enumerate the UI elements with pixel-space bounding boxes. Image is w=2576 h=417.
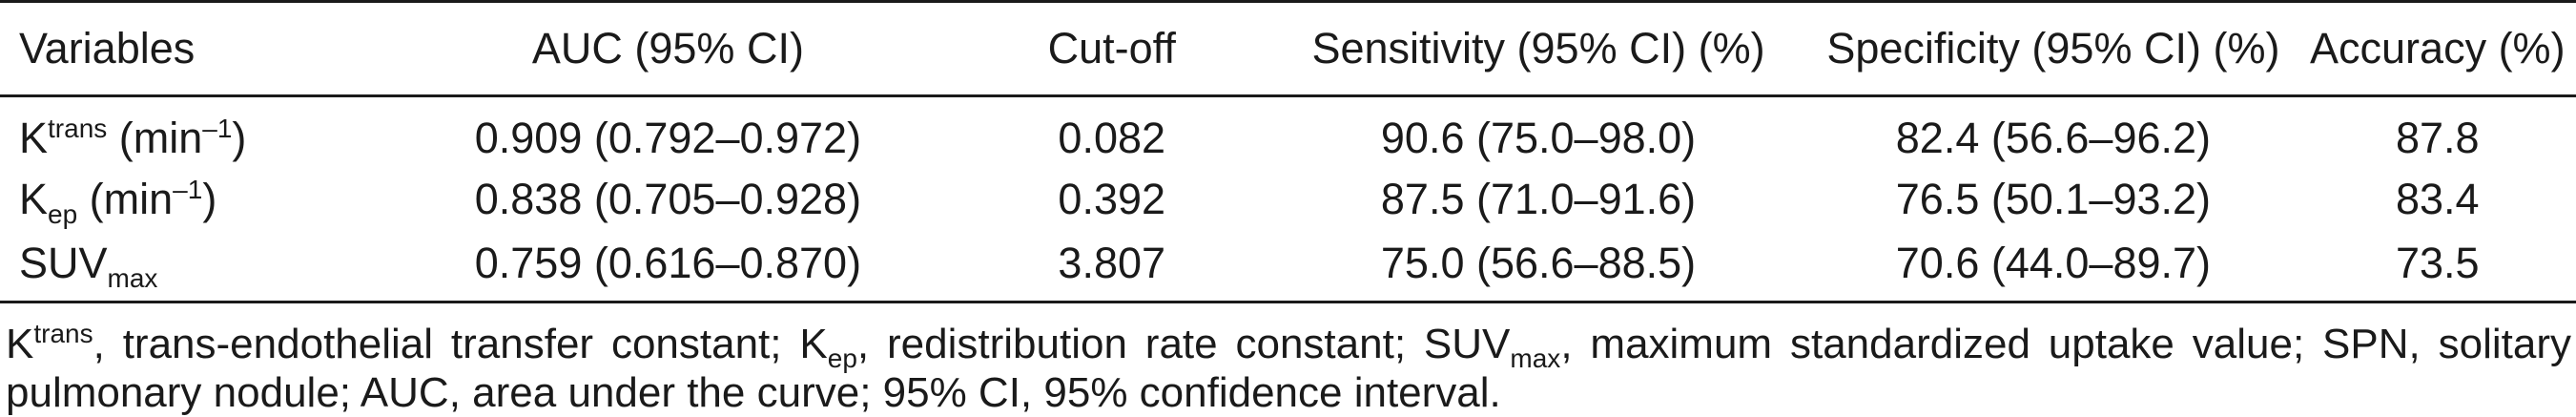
cell-specificity: 70.6 (44.0–89.7) [1807,233,2299,303]
footnote-kep-base: K [799,321,828,367]
header-auc: AUC (95% CI) [381,0,955,97]
cell-cutoff: 3.807 [954,233,1269,303]
cell-cutoff: 0.082 [1058,113,1166,162]
variable-superscript: trans [48,113,108,143]
variable-base: SUV [19,239,108,287]
variable-base: K [19,113,49,162]
table-row: Ktrans (min–1) 0.909 (0.792–0.972) 0.082… [0,96,2576,165]
footnote-suv-base: SUV [1423,321,1511,367]
cell-sensitivity: 75.0 (56.6–88.5) [1268,233,1808,303]
footnote-ktrans-text: , trans-endothelial transfer constant; [93,321,800,367]
header-accuracy: Accuracy (%) [2298,0,2576,97]
footnote-ktrans-sup: trans [33,319,93,348]
cell-auc: 0.909 (0.792–0.972) [474,113,862,162]
cell-auc: 0.759 (0.616–0.870) [381,233,955,303]
footnote-ktrans-base: K [6,321,34,367]
cell-accuracy: 83.4 [2396,174,2480,223]
variable-subscript: ep [48,198,78,229]
cell-specificity: 82.4 (56.6–96.2) [1895,113,2212,162]
variable-unit: (min [107,113,203,162]
cell-accuracy: 73.5 [2298,233,2576,303]
unit-close: ) [232,113,247,162]
variable-base: K [19,174,49,223]
unit-superscript: –1 [202,113,233,143]
cell-cutoff: 0.392 [1058,174,1166,223]
footnote-suv-sub: max [1510,344,1561,373]
variable-unit: (min [77,174,174,223]
results-table: Variables AUC (95% CI) Cut-off Sensitivi… [0,0,2576,303]
unit-superscript: –1 [173,174,203,204]
table-row: SUVmax 0.759 (0.616–0.870) 3.807 75.0 (5… [0,233,2576,303]
cell-specificity: 76.5 (50.1–93.2) [1895,174,2212,223]
cell-variable-ktrans: Ktrans (min–1) [0,96,381,165]
cell-sensitivity: 87.5 (71.0–91.6) [1380,174,1697,223]
header-variables: Variables [0,0,382,97]
table-body: Ktrans (min–1) 0.909 (0.792–0.972) 0.082… [0,96,2576,303]
unit-close: ) [202,174,217,223]
table-header: Variables AUC (95% CI) Cut-off Sensitivi… [0,0,2576,97]
cell-variable-suvmax: SUVmax [0,233,382,303]
footnote-kep-text: , redistribution rate constant; [856,321,1424,367]
cell-accuracy: 87.8 [2396,113,2480,162]
header-row: Variables AUC (95% CI) Cut-off Sensitivi… [0,0,2576,97]
cell-auc: 0.838 (0.705–0.928) [474,174,862,223]
cell-variable-kep: Kep (min–1) [0,165,381,234]
header-cutoff: Cut-off [954,0,1269,97]
header-sensitivity: Sensitivity (95% CI) (%) [1268,0,1808,97]
table-row: Kep (min–1) 0.838 (0.705–0.928) 0.392 87… [0,165,2576,234]
footnote-kep-sub: ep [827,344,857,373]
table-footnote: Ktrans, trans-endothelial transfer const… [6,320,2571,417]
cell-sensitivity: 90.6 (75.0–98.0) [1380,113,1697,162]
header-specificity: Specificity (95% CI) (%) [1807,0,2299,97]
variable-subscript: max [107,263,158,293]
